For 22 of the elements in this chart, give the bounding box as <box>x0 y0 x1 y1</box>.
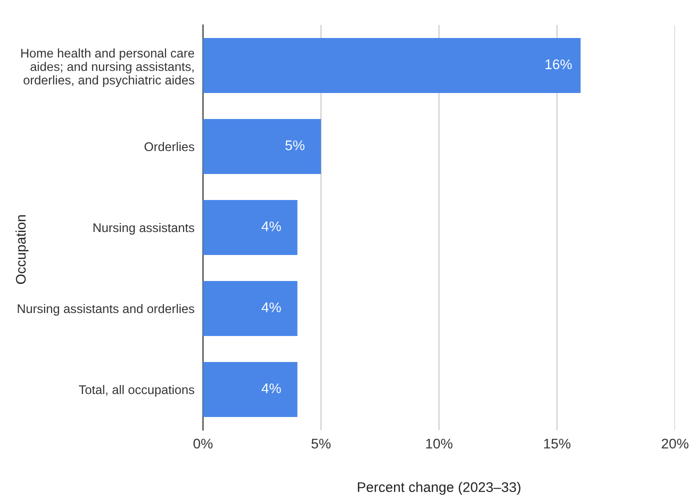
y-tick-label: Nursing assistants and orderlies <box>18 304 194 316</box>
bar <box>203 200 298 256</box>
x-tick-label: 10% <box>426 438 452 449</box>
data-label: 4% <box>262 383 281 394</box>
x-tick-label: 15% <box>544 438 570 449</box>
data-label: 4% <box>262 302 281 312</box>
x-tick-label: 5% <box>312 438 331 449</box>
bar <box>203 362 298 418</box>
y-axis-title: Occupation <box>16 215 28 284</box>
y-tick-label: Home health and personal care aides; and nursing assistants, orderlies, and psychiatric aides <box>21 48 194 87</box>
data-label: 4% <box>262 221 281 232</box>
data-label: 5% <box>285 140 304 150</box>
x-axis-title: Percent change (2023–33) <box>358 482 520 495</box>
x-tick-label: 0% <box>194 438 213 449</box>
y-tick-label: Nursing assistants <box>94 222 194 235</box>
bar <box>203 118 321 174</box>
y-tick-label: Total, all occupations <box>78 384 194 397</box>
x-tick-label: 20% <box>662 438 688 449</box>
bar <box>203 38 581 94</box>
bar <box>203 280 298 336</box>
data-label: 16% <box>546 59 572 70</box>
y-tick-label: Orderlies <box>144 142 194 152</box>
